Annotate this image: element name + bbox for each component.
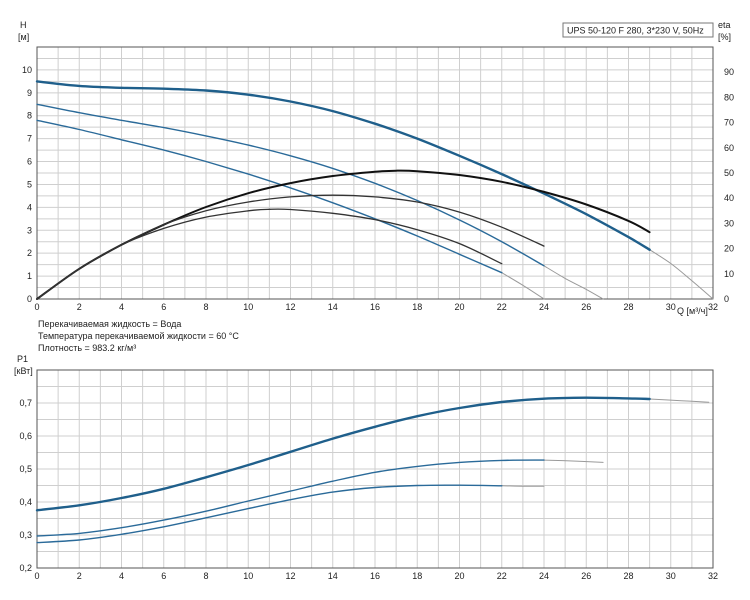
y2-tick-label: 40 bbox=[724, 193, 734, 203]
y-tick-label: 1 bbox=[27, 271, 32, 281]
x-tick-label: 32 bbox=[708, 302, 718, 312]
x-tick-label-bottom: 16 bbox=[370, 571, 380, 581]
x-tick-label: 4 bbox=[119, 302, 124, 312]
p1-tick-label: 0,3 bbox=[19, 530, 32, 540]
x-tick-label: 28 bbox=[623, 302, 633, 312]
y2-tick-label: 80 bbox=[724, 92, 734, 102]
bottom-tick-labels: 0,20,30,40,50,60,70 2 4 6 8 10 12 14 16 18 20 22 24 2… bbox=[19, 398, 718, 581]
y-tick-label: 2 bbox=[27, 248, 32, 258]
x-tick-label-bottom: 22 bbox=[497, 571, 507, 581]
head-curve-extension-1 bbox=[543, 265, 604, 300]
y2-tick-label: 20 bbox=[724, 244, 734, 254]
p1-axis-unit: [кВт] bbox=[14, 366, 33, 376]
x-tick-label: 16 bbox=[370, 302, 380, 312]
x-tick-label-bottom: 0 bbox=[34, 571, 39, 581]
x-tick-label-bottom: 2 bbox=[77, 571, 82, 581]
y-tick-label: 0 bbox=[27, 294, 32, 304]
y2-tick-label: 70 bbox=[724, 118, 734, 128]
x-tick-label: 30 bbox=[666, 302, 676, 312]
power-curve-1 bbox=[36, 459, 545, 537]
y-tick-label: 5 bbox=[27, 179, 32, 189]
x-tick-label-bottom: 10 bbox=[243, 571, 253, 581]
efficiency-curve-5 bbox=[36, 208, 503, 300]
y2-axis-unit: [%] bbox=[718, 32, 731, 42]
y-tick-label: 3 bbox=[27, 225, 32, 235]
x-tick-label: 22 bbox=[497, 302, 507, 312]
power-curve-extension-1 bbox=[543, 459, 604, 463]
y2-tick-label: 50 bbox=[724, 168, 734, 178]
x-tick-label-bottom: 12 bbox=[285, 571, 295, 581]
p1-tick-label: 0,5 bbox=[19, 464, 32, 474]
x-tick-label-bottom: 6 bbox=[161, 571, 166, 581]
x-tick-label: 0 bbox=[34, 302, 39, 312]
x-tick-label-bottom: 14 bbox=[328, 571, 338, 581]
y2-tick-label: 60 bbox=[724, 143, 734, 153]
x-tick-label: 14 bbox=[328, 302, 338, 312]
x-tick-label-bottom: 32 bbox=[708, 571, 718, 581]
efficiency-curve-3 bbox=[36, 169, 651, 300]
y2-tick-label: 10 bbox=[724, 269, 734, 279]
y2-tick-label: 30 bbox=[724, 218, 734, 228]
y-axis-label: H bbox=[20, 20, 27, 30]
x-tick-label-bottom: 4 bbox=[119, 571, 124, 581]
head-curve-2 bbox=[36, 119, 503, 274]
x-tick-label: 18 bbox=[412, 302, 422, 312]
top-tick-labels: 0 2 4 6 8 10 12 14 16 18 20 22 24 26 28 30 3201234567891… bbox=[22, 65, 734, 312]
note-temperature: Температура перекачиваемой жидкости = 60… bbox=[38, 331, 239, 341]
x-tick-label: 24 bbox=[539, 302, 549, 312]
top-chart-grid bbox=[36, 47, 714, 300]
y-axis-unit: [м] bbox=[18, 32, 29, 42]
x-tick-label-bottom: 26 bbox=[581, 571, 591, 581]
top-curves bbox=[35, 80, 651, 300]
y-tick-label: 6 bbox=[27, 157, 32, 167]
bottom-chart-grid bbox=[36, 369, 714, 569]
x-tick-label-bottom: 8 bbox=[203, 571, 208, 581]
p1-tick-label: 0,6 bbox=[19, 431, 32, 441]
p1-tick-label: 0,2 bbox=[19, 563, 32, 573]
power-curve-2 bbox=[36, 484, 503, 544]
head-curve-extension-2 bbox=[501, 272, 545, 300]
head-curve-extension-0 bbox=[649, 249, 714, 300]
x-tick-label: 10 bbox=[243, 302, 253, 312]
p1-tick-label: 0,4 bbox=[19, 497, 32, 507]
head-curve-1 bbox=[36, 103, 545, 267]
top-curve-extensions bbox=[501, 249, 714, 300]
y-tick-label: 10 bbox=[22, 65, 32, 75]
power-curve-extension-0 bbox=[649, 398, 710, 403]
power-curve-0 bbox=[35, 396, 651, 512]
x-axis-label: Q [м³/ч] bbox=[677, 306, 708, 316]
y2-axis-label: eta bbox=[718, 20, 731, 30]
bottom-curve-extensions bbox=[501, 398, 710, 487]
x-tick-label: 2 bbox=[77, 302, 82, 312]
x-tick-label-bottom: 28 bbox=[623, 571, 633, 581]
y2-tick-label: 0 bbox=[724, 294, 729, 304]
x-tick-label-bottom: 30 bbox=[666, 571, 676, 581]
y-tick-label: 8 bbox=[27, 111, 32, 121]
head-curve-0 bbox=[35, 80, 651, 251]
x-tick-label: 8 bbox=[203, 302, 208, 312]
chart-title: UPS 50-120 F 280, 3*230 V, 50Hz bbox=[567, 26, 704, 36]
x-tick-label-bottom: 18 bbox=[412, 571, 422, 581]
y-tick-label: 4 bbox=[27, 202, 32, 212]
x-tick-label: 26 bbox=[581, 302, 591, 312]
y2-tick-label: 90 bbox=[724, 67, 734, 77]
y-tick-label: 7 bbox=[27, 134, 32, 144]
note-density: Плотность = 983.2 кг/м³ bbox=[38, 343, 136, 353]
bottom-curves bbox=[35, 396, 651, 544]
top-chart-frame bbox=[36, 46, 714, 300]
p1-axis-label: P1 bbox=[17, 354, 28, 364]
x-tick-label-bottom: 20 bbox=[454, 571, 464, 581]
title-box bbox=[562, 22, 714, 38]
x-tick-label: 20 bbox=[454, 302, 464, 312]
x-tick-label: 6 bbox=[161, 302, 166, 312]
p1-tick-label: 0,7 bbox=[19, 398, 32, 408]
x-tick-label-bottom: 24 bbox=[539, 571, 549, 581]
bottom-chart-frame bbox=[36, 369, 714, 569]
y-tick-label: 9 bbox=[27, 88, 32, 98]
note-liquid: Перекачиваемая жидкость = Вода bbox=[38, 319, 181, 329]
x-tick-label: 12 bbox=[285, 302, 295, 312]
